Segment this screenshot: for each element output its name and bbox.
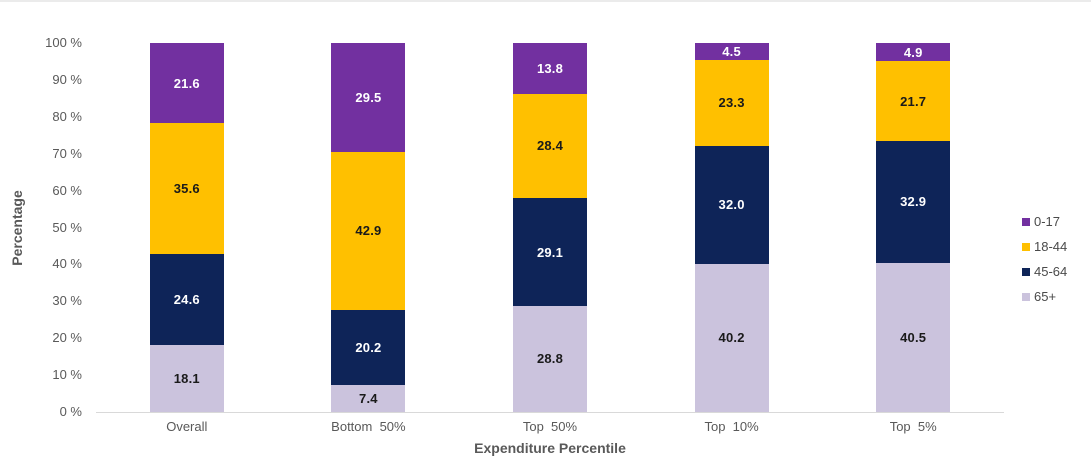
bar-segment-65+-1[interactable]: 7.4: [331, 384, 406, 412]
legend: 0-17 18-44 45-64 65+: [1022, 213, 1067, 313]
y-tick-label: 20 %: [52, 330, 82, 346]
bar-segment-45-64-1[interactable]: 20.2: [331, 310, 406, 385]
bar-segment-65+-3[interactable]: 40.2: [694, 263, 769, 412]
bar-segment-45-64-3[interactable]: 32.0: [694, 145, 769, 264]
bar-segment-18-44-4[interactable]: 21.7: [876, 61, 951, 142]
legend-item-65+[interactable]: 65+: [1022, 288, 1067, 305]
y-tick-label: 70 %: [52, 145, 82, 161]
y-tick-label: 90 %: [52, 71, 82, 87]
legend-label: 65+: [1034, 289, 1057, 304]
bar-segment-65+-4[interactable]: 40.5: [876, 262, 951, 412]
y-tick-label: 30 %: [52, 293, 82, 309]
x-category-label: Overall: [166, 419, 208, 434]
bar-segment-45-64-0[interactable]: 24.6: [149, 254, 224, 346]
legend-label: 45-64: [1034, 264, 1068, 279]
x-category-label: Top 10%: [704, 419, 759, 434]
x-category-label: Bottom 50%: [331, 419, 406, 434]
bar-segment-18-44-3[interactable]: 23.3: [694, 59, 769, 146]
bar-segment-65+-2[interactable]: 28.8: [513, 305, 587, 412]
bar-segment-45-64-4[interactable]: 32.9: [876, 141, 951, 263]
legend-item-45-64[interactable]: 45-64: [1022, 263, 1067, 280]
y-tick-label: 50 %: [52, 219, 82, 235]
bar-segment-18-44-1[interactable]: 42.9: [331, 151, 406, 311]
legend-item-0-17[interactable]: 0-17: [1022, 213, 1067, 230]
bar-segment-18-44-2[interactable]: 28.4: [513, 93, 587, 199]
y-tick-label: 100 %: [45, 35, 82, 50]
x-category-label: Top 50%: [522, 419, 578, 434]
legend-label: 18-44: [1034, 239, 1068, 254]
legend-item-18-44[interactable]: 18-44: [1022, 238, 1067, 255]
y-tick-label: 0 %: [59, 404, 82, 419]
y-tick-label: 10 %: [52, 367, 82, 383]
y-tick-label: 40 %: [52, 256, 82, 272]
bar-segment-0-17-0[interactable]: 21.6: [149, 43, 224, 124]
x-axis-line: [96, 412, 1004, 413]
x-axis-title: Expenditure Percentile: [474, 440, 626, 456]
legend-label: 0-17: [1034, 214, 1061, 229]
legend-swatch-icon: [1022, 267, 1030, 276]
bar-segment-0-17-2[interactable]: 13.8: [513, 42, 587, 94]
bar-segment-0-17-4[interactable]: 4.9: [876, 43, 951, 62]
x-category-label: Top 5%: [889, 419, 937, 434]
top-border-rule: [0, 0, 1091, 2]
y-tick-label: 80 %: [52, 108, 82, 124]
bar-segment-0-17-3[interactable]: 4.5: [694, 43, 769, 60]
bar-segment-18-44-0[interactable]: 35.6: [149, 123, 224, 255]
legend-swatch-icon: [1022, 242, 1030, 251]
legend-swatch-icon: [1022, 217, 1030, 226]
y-tick-label: 60 %: [52, 182, 82, 198]
bar-segment-0-17-1[interactable]: 29.5: [331, 43, 406, 152]
bar-segment-45-64-2[interactable]: 29.1: [513, 198, 587, 306]
legend-swatch-icon: [1022, 292, 1030, 301]
bar-segment-65+-0[interactable]: 18.1: [149, 345, 224, 412]
